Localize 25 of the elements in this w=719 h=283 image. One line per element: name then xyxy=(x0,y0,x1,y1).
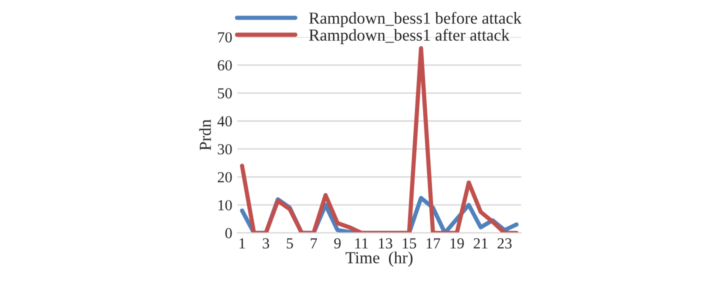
x-tick-label: 23 xyxy=(498,238,512,249)
y-tick-label: 0 xyxy=(225,228,232,238)
x-tick-label: 1 xyxy=(240,238,245,248)
x-axis-title: Time (hr) xyxy=(346,252,412,267)
y-tick-label: 40 xyxy=(217,116,232,126)
legend-label: Rampdown_bess1 before attack xyxy=(309,12,522,28)
line-series xyxy=(240,46,519,233)
x-tick-label: 15 xyxy=(402,238,416,249)
y-tick-label: 20 xyxy=(218,172,232,182)
y-axis-title: Prdn xyxy=(199,120,211,150)
legend-label: Rampdown_bess1 after attack xyxy=(309,28,510,44)
x-tick-label: 11 xyxy=(355,238,368,248)
x-tick-label: 13 xyxy=(378,238,392,249)
x-tick-label: 5 xyxy=(286,238,293,249)
y-tick-label: 60 xyxy=(218,60,232,70)
x-tick-label: 9 xyxy=(334,238,341,249)
y-tick-label: 70 xyxy=(218,32,232,43)
x-tick-label: 21 xyxy=(474,238,488,248)
x-tick-label: 19 xyxy=(450,238,464,249)
x-tick-label: 7 xyxy=(310,238,318,248)
y-tick-label: 30 xyxy=(218,144,232,154)
y-tick-label: 10 xyxy=(218,200,232,210)
x-tick-label: 3 xyxy=(262,238,270,249)
y-tick-label: 50 xyxy=(218,88,232,98)
x-tick-label: 17 xyxy=(426,238,440,248)
